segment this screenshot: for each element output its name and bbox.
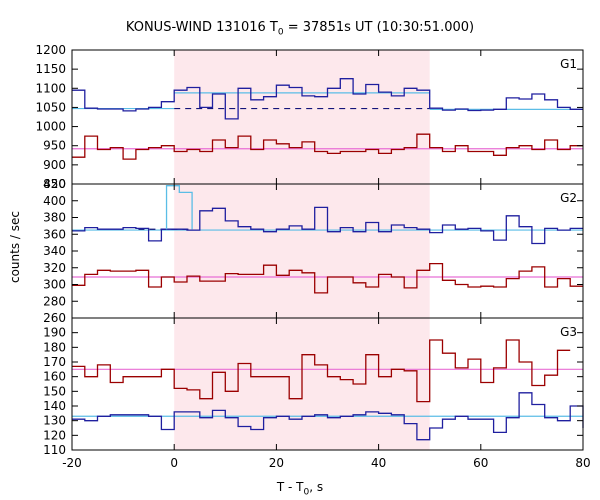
- panel-g3-ytick-label: 150: [43, 384, 66, 398]
- panel-g3-ytick-label: 140: [43, 399, 66, 413]
- panel-g3-label: G3: [560, 325, 577, 339]
- panel-g2-ytick-label: 400: [43, 194, 66, 208]
- panel-g2-ytick-label: 300: [43, 278, 66, 292]
- panel-g2-ytick-label: 380: [43, 211, 66, 225]
- panel-g1-ytick-label: 1000: [35, 120, 66, 134]
- xtick-label: 0: [170, 456, 178, 470]
- xtick-label: -20: [62, 456, 82, 470]
- panel-g3-ytick-label: 180: [43, 340, 66, 354]
- xtick-label: 40: [371, 456, 386, 470]
- panel-g2-series-red: [72, 262, 583, 294]
- panel-g2-series-blue: [72, 206, 583, 245]
- panel-g1-ytick-label: 1100: [35, 81, 66, 95]
- panel-g1-ytick-label: 1050: [35, 100, 66, 114]
- panel-g1-ytick-label: 850: [43, 177, 66, 191]
- panel-g3-ytick-label: 130: [43, 414, 66, 428]
- panel-g3-ytick-label: 120: [43, 428, 66, 442]
- panel-g3-ytick-label: 170: [43, 355, 66, 369]
- panel-g2-ytick-label: 260: [43, 311, 66, 325]
- panel-g3-frame: [71, 317, 584, 451]
- panel-g2-ytick-label: 320: [43, 261, 66, 275]
- panel-g2-ytick-label: 280: [43, 294, 66, 308]
- panel-g3-ytick-label: 110: [43, 443, 66, 457]
- panel-g2-spike: [165, 185, 193, 230]
- xtick-label: 80: [575, 456, 590, 470]
- panel-g1-series-red: [72, 133, 583, 160]
- panel-g2-ytick-label: 360: [43, 227, 66, 241]
- panel-g3-series-blue: [72, 392, 584, 441]
- x-axis-label: T - T0, s: [276, 480, 324, 498]
- panel-g3-series-red: [72, 339, 571, 403]
- xtick-label: 20: [269, 456, 284, 470]
- panel-g2-ytick-label: 420: [43, 177, 66, 191]
- panel-g1-ytick-label: 1150: [35, 62, 66, 76]
- xtick-label: 60: [473, 456, 488, 470]
- panel-g2-label: G2: [560, 191, 577, 205]
- panel-g1-ytick-label: 1200: [35, 43, 66, 57]
- panel-g1-ytick-label: 900: [43, 158, 66, 172]
- panel-g3-ytick-label: 160: [43, 370, 66, 384]
- chart-title: KONUS-WIND 131016 T0 = 37851s UT (10:30:…: [125, 20, 475, 38]
- panel-g3-ytick-label: 190: [43, 326, 66, 340]
- panel-g1-series-blue: [72, 78, 583, 120]
- panel-g2-ytick-label: 340: [43, 244, 66, 258]
- panel-g1-label: G1: [560, 57, 577, 71]
- panel-g1-ytick-label: 950: [43, 139, 66, 153]
